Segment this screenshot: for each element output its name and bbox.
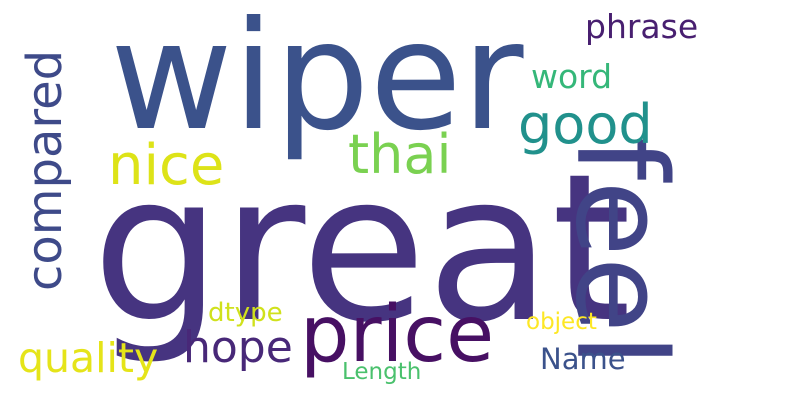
word-word: word xyxy=(531,57,613,96)
word-hope: hope xyxy=(183,322,293,373)
word-length: Length xyxy=(342,359,422,385)
word-price: price xyxy=(300,290,495,380)
word-good: good xyxy=(518,93,653,156)
word-thai: thai xyxy=(348,123,452,186)
word-great: great xyxy=(92,131,632,368)
word-object: object xyxy=(526,309,597,335)
word-dtype: dtype xyxy=(208,298,283,328)
word-compared: compared xyxy=(17,49,73,291)
word-wiper: wiper xyxy=(110,0,524,164)
word-nice: nice xyxy=(108,133,225,198)
word-name: Name xyxy=(540,342,626,376)
word-phrase: phrase xyxy=(585,7,699,46)
word-quality: quality xyxy=(18,334,159,382)
